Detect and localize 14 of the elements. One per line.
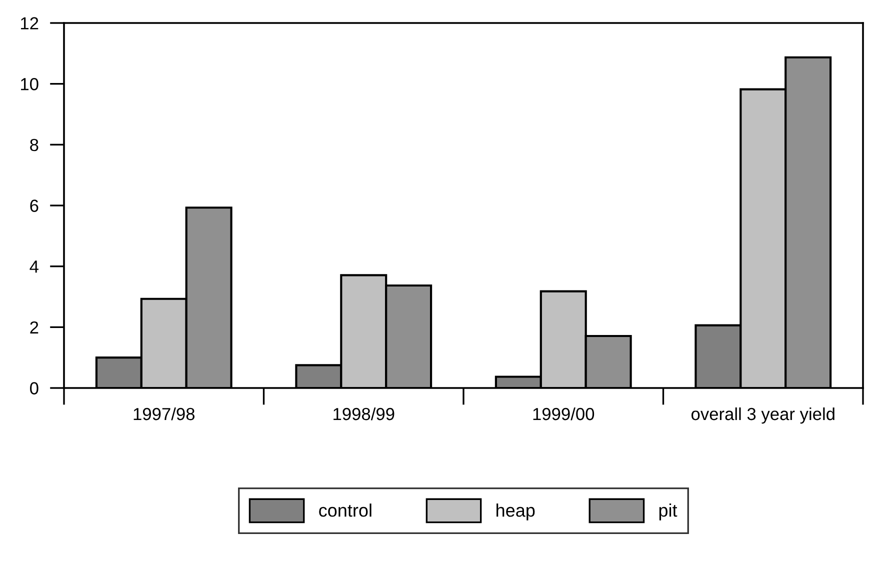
y-tick-label: 6: [30, 200, 38, 212]
y-tick-label: 8: [30, 138, 38, 152]
x-tick-label: 1998/99: [334, 407, 394, 420]
x-tick-label: overall 3 year yield: [691, 407, 834, 424]
y-tick-label: 12: [21, 17, 38, 30]
y-tick-label: 4: [30, 260, 38, 273]
y-tick-label: 0: [30, 382, 38, 394]
x-tick-label: 1997/98: [134, 407, 194, 420]
legend-label: control: [319, 504, 372, 517]
y-tick-label: 2: [30, 321, 38, 334]
legend-label: pit: [659, 504, 678, 520]
y-tick-label: 10: [21, 78, 38, 90]
x-tick-label: 1999/00: [533, 407, 594, 420]
legend-label: heap: [496, 504, 535, 520]
